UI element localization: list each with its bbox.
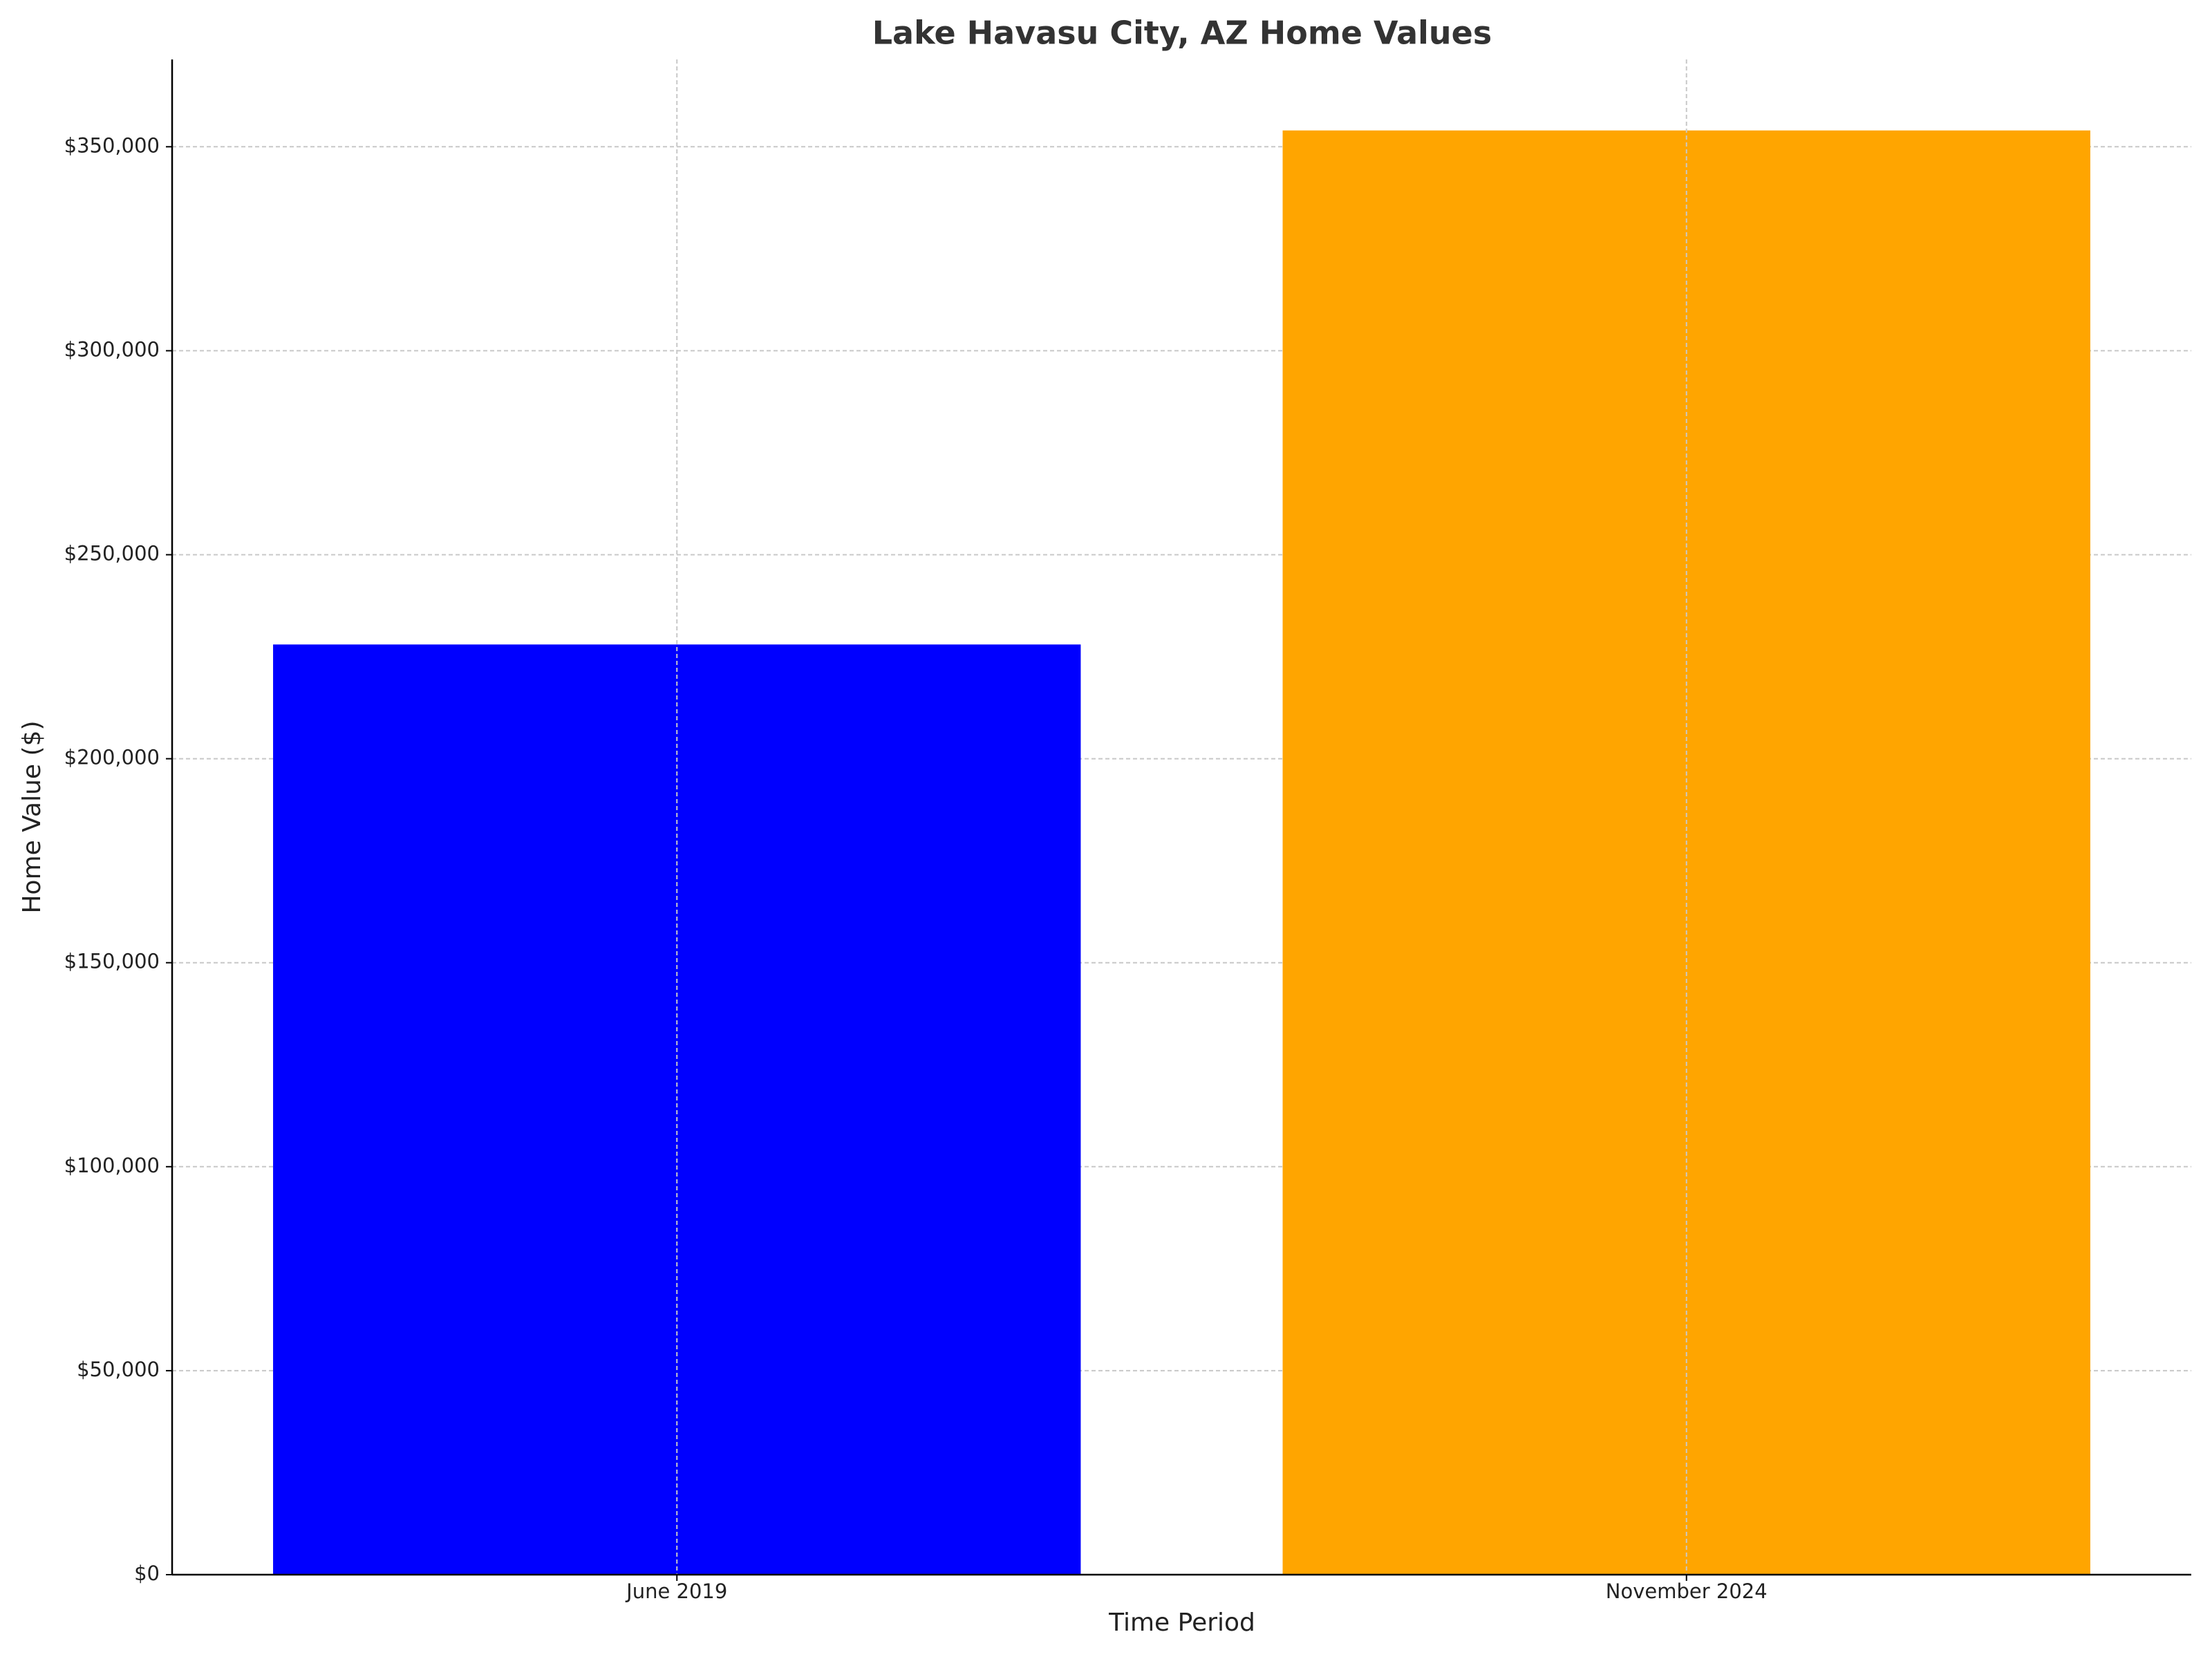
y-tick-label: $150,000 bbox=[64, 950, 160, 973]
y-tick-label: $100,000 bbox=[64, 1154, 160, 1177]
chart-title: Lake Havasu City, AZ Home Values bbox=[872, 15, 1492, 52]
y-tick-label: $350,000 bbox=[64, 133, 160, 157]
bar bbox=[1282, 130, 2090, 1575]
y-tick-label: $0 bbox=[134, 1562, 160, 1585]
y-axis-label: Home Value ($) bbox=[18, 720, 46, 913]
y-tick-label: $200,000 bbox=[64, 746, 160, 769]
y-tick-label: $300,000 bbox=[64, 337, 160, 361]
x-tick-label: November 2024 bbox=[1606, 1580, 1768, 1603]
x-tick-label: June 2019 bbox=[625, 1580, 727, 1603]
y-tick-label: $250,000 bbox=[64, 542, 160, 565]
x-axis-label: Time Period bbox=[1108, 1609, 1255, 1637]
y-tick-label: $50,000 bbox=[77, 1358, 160, 1381]
